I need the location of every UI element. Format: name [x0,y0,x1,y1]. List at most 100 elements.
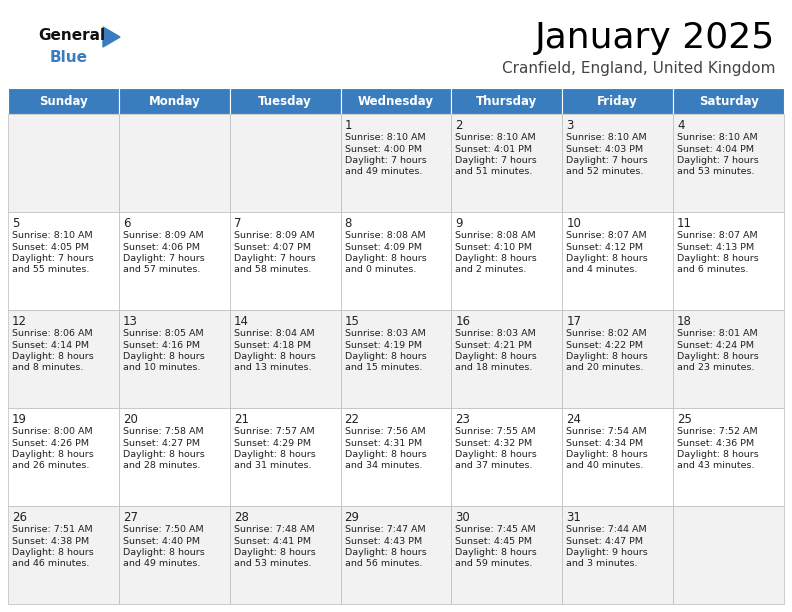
Text: 29: 29 [345,511,360,524]
Bar [341,506,451,604]
Text: 9: 9 [455,217,463,230]
Text: 3: 3 [566,119,573,132]
Text: 7: 7 [234,217,242,230]
Text: Daylight: 8 hours: Daylight: 8 hours [677,254,759,263]
Bar [673,408,784,506]
Text: Daylight: 8 hours: Daylight: 8 hours [566,254,648,263]
Text: Daylight: 8 hours: Daylight: 8 hours [455,254,537,263]
Bar [8,114,119,212]
Text: Sunset: 4:05 PM: Sunset: 4:05 PM [12,242,89,252]
Text: Sunrise: 7:56 AM: Sunrise: 7:56 AM [345,427,425,436]
Text: 20: 20 [123,413,138,426]
Bar [119,506,230,604]
Text: 22: 22 [345,413,360,426]
Bar [8,212,119,310]
Text: Sunrise: 7:47 AM: Sunrise: 7:47 AM [345,525,425,534]
Text: Daylight: 8 hours: Daylight: 8 hours [123,450,204,459]
Text: 8: 8 [345,217,352,230]
Text: 18: 18 [677,315,692,328]
Text: 17: 17 [566,315,581,328]
Text: 13: 13 [123,315,138,328]
Text: Daylight: 8 hours: Daylight: 8 hours [234,352,315,361]
Bar [119,88,230,114]
Bar [230,212,341,310]
Bar [562,88,673,114]
Text: Sunrise: 7:54 AM: Sunrise: 7:54 AM [566,427,647,436]
Text: Sunset: 4:36 PM: Sunset: 4:36 PM [677,439,754,447]
Text: Sunset: 4:09 PM: Sunset: 4:09 PM [345,242,421,252]
Bar [8,408,119,506]
Text: and 40 minutes.: and 40 minutes. [566,461,644,471]
Text: and 49 minutes.: and 49 minutes. [123,559,200,569]
Text: Daylight: 8 hours: Daylight: 8 hours [455,450,537,459]
Text: and 26 minutes.: and 26 minutes. [12,461,89,471]
Text: Sunrise: 7:45 AM: Sunrise: 7:45 AM [455,525,536,534]
Text: Sunset: 4:16 PM: Sunset: 4:16 PM [123,340,200,349]
Text: January 2025: January 2025 [535,21,775,55]
Bar [673,88,784,114]
Bar [451,212,562,310]
Text: Thursday: Thursday [476,94,538,108]
Text: 15: 15 [345,315,360,328]
Text: Sunrise: 8:03 AM: Sunrise: 8:03 AM [455,329,536,338]
Text: Daylight: 8 hours: Daylight: 8 hours [234,548,315,557]
Text: 23: 23 [455,413,470,426]
Text: Daylight: 8 hours: Daylight: 8 hours [455,352,537,361]
Text: and 55 minutes.: and 55 minutes. [12,266,89,275]
Text: 6: 6 [123,217,131,230]
Text: Sunset: 4:21 PM: Sunset: 4:21 PM [455,340,532,349]
Text: Sunset: 4:19 PM: Sunset: 4:19 PM [345,340,421,349]
Text: 5: 5 [12,217,19,230]
Bar [451,506,562,604]
Bar [562,310,673,408]
Text: and 37 minutes.: and 37 minutes. [455,461,533,471]
Text: Daylight: 8 hours: Daylight: 8 hours [566,450,648,459]
Text: Saturday: Saturday [699,94,759,108]
Text: Sunrise: 7:48 AM: Sunrise: 7:48 AM [234,525,314,534]
Text: and 28 minutes.: and 28 minutes. [123,461,200,471]
Text: and 59 minutes.: and 59 minutes. [455,559,533,569]
Text: Sunset: 4:29 PM: Sunset: 4:29 PM [234,439,310,447]
Text: Sunrise: 7:57 AM: Sunrise: 7:57 AM [234,427,314,436]
Bar [230,114,341,212]
Text: Sunset: 4:45 PM: Sunset: 4:45 PM [455,537,532,545]
Bar [451,88,562,114]
Text: Daylight: 8 hours: Daylight: 8 hours [677,450,759,459]
Bar [8,88,119,114]
Bar [341,408,451,506]
Text: Daylight: 8 hours: Daylight: 8 hours [12,352,93,361]
Bar [451,310,562,408]
Polygon shape [103,27,120,47]
Text: 2: 2 [455,119,463,132]
Text: 16: 16 [455,315,470,328]
Text: and 46 minutes.: and 46 minutes. [12,559,89,569]
Text: Cranfield, England, United Kingdom: Cranfield, England, United Kingdom [501,61,775,75]
Text: Friday: Friday [597,94,638,108]
Text: Sunset: 4:14 PM: Sunset: 4:14 PM [12,340,89,349]
Bar [673,310,784,408]
Text: and 57 minutes.: and 57 minutes. [123,266,200,275]
Bar [230,506,341,604]
Text: Daylight: 8 hours: Daylight: 8 hours [345,548,426,557]
Text: and 10 minutes.: and 10 minutes. [123,364,200,373]
Bar [562,212,673,310]
Bar [673,212,784,310]
Text: 25: 25 [677,413,692,426]
Text: and 6 minutes.: and 6 minutes. [677,266,748,275]
Text: Daylight: 7 hours: Daylight: 7 hours [123,254,204,263]
Text: Sunset: 4:34 PM: Sunset: 4:34 PM [566,439,643,447]
Text: Sunrise: 8:04 AM: Sunrise: 8:04 AM [234,329,314,338]
Text: Daylight: 8 hours: Daylight: 8 hours [345,450,426,459]
Text: 4: 4 [677,119,684,132]
Text: Sunset: 4:01 PM: Sunset: 4:01 PM [455,144,532,154]
Text: Sunset: 4:13 PM: Sunset: 4:13 PM [677,242,754,252]
Text: Sunset: 4:00 PM: Sunset: 4:00 PM [345,144,421,154]
Text: and 52 minutes.: and 52 minutes. [566,168,644,176]
Text: 27: 27 [123,511,138,524]
Text: Daylight: 8 hours: Daylight: 8 hours [12,450,93,459]
Text: Sunrise: 8:07 AM: Sunrise: 8:07 AM [677,231,758,240]
Bar [562,114,673,212]
Text: Daylight: 9 hours: Daylight: 9 hours [566,548,648,557]
Text: 14: 14 [234,315,249,328]
Text: Sunset: 4:31 PM: Sunset: 4:31 PM [345,439,421,447]
